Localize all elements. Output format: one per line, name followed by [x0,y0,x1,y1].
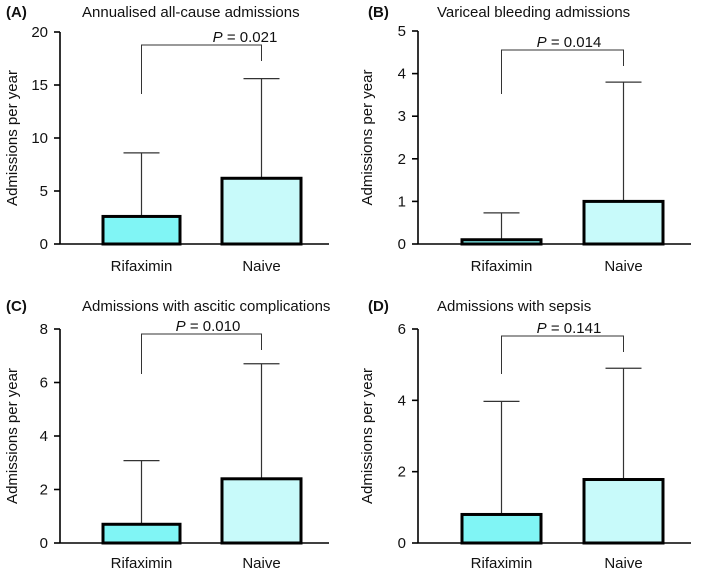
y-tick-label: 5 [40,183,48,200]
chart-title: Admissions with ascitic complications [82,298,330,315]
x-tick-label: Rifaximin [471,258,533,275]
y-tick-label: 2 [40,482,48,499]
chart-panel-d: (D) Admissions with sepsis Admissions per … [359,298,691,572]
y-tick-label: 6 [398,321,406,338]
bar-naive [582,478,665,545]
p-value-label: P = 0.021 [213,29,278,46]
bar-rifaximin [101,214,182,246]
y-axis-label: Admissions per year [4,70,21,206]
y-axis-label: Admissions per year [359,70,376,206]
p-symbol: P [213,29,223,46]
p-value: = 0.014 [547,34,602,51]
y-tick-label: 3 [398,108,406,125]
p-symbol: P [537,34,547,51]
y-tick-label: 20 [31,24,48,41]
chart-panel-a: (A) Annualised all-cause admissions Admiss… [4,4,329,275]
y-tick-label: 4 [398,66,406,83]
chart-title: Admissions with sepsis [437,298,591,315]
y-tick-label: 4 [40,428,48,445]
y-tick-label: 10 [31,130,48,147]
y-tick-label: 15 [31,77,48,94]
x-tick-label: Rifaximin [111,258,173,275]
bar-rifaximin [101,522,182,545]
y-tick-label: 1 [398,193,406,210]
p-symbol: P [176,318,186,335]
significance-bracket [501,49,624,94]
bar-rifaximin [460,512,543,545]
x-tick-label: Rifaximin [471,555,533,572]
x-tick-label: Rifaximin [111,555,173,572]
y-tick-label: 0 [40,535,48,552]
significance-bracket [501,335,624,374]
p-value: = 0.010 [186,318,241,335]
y-tick-label: 0 [398,236,406,253]
chart-panel-b: (B) Variceal bleeding admissions Admission… [359,4,691,275]
y-tick-label: 2 [398,464,406,481]
chart-panel-c: (C) Admissions with ascitic complications… [4,298,330,572]
y-axis-label: Admissions per year [4,368,21,504]
x-tick-label: Naive [604,555,642,572]
x-tick-label: Naive [242,258,280,275]
y-tick-label: 5 [398,23,406,40]
panel-letter: (A) [6,4,27,21]
p-value-label: P = 0.141 [537,320,602,337]
p-value: = 0.141 [547,320,602,337]
p-value: = 0.021 [223,29,278,46]
p-value-label: P = 0.014 [537,34,602,51]
p-value-label: P = 0.010 [176,318,241,335]
bar-naive [582,199,665,246]
significance-bracket [141,333,262,374]
y-tick-label: 4 [398,392,406,409]
panel-letter: (C) [6,298,27,315]
bar-naive [220,176,303,246]
significance-bracket [141,44,262,94]
y-tick-label: 0 [398,535,406,552]
panel-letter: (D) [368,298,389,315]
bar-rifaximin [460,238,543,246]
p-symbol: P [537,320,547,337]
chart-title: Variceal bleeding admissions [437,4,630,21]
x-tick-label: Naive [604,258,642,275]
y-tick-label: 2 [398,151,406,168]
panel-letter: (B) [368,4,389,21]
y-tick-label: 6 [40,375,48,392]
y-tick-label: 0 [40,236,48,253]
x-tick-label: Naive [242,555,280,572]
chart-title: Annualised all-cause admissions [82,4,300,21]
y-tick-label: 8 [40,321,48,338]
bar-naive [220,477,303,545]
y-axis-label: Admissions per year [359,368,376,504]
